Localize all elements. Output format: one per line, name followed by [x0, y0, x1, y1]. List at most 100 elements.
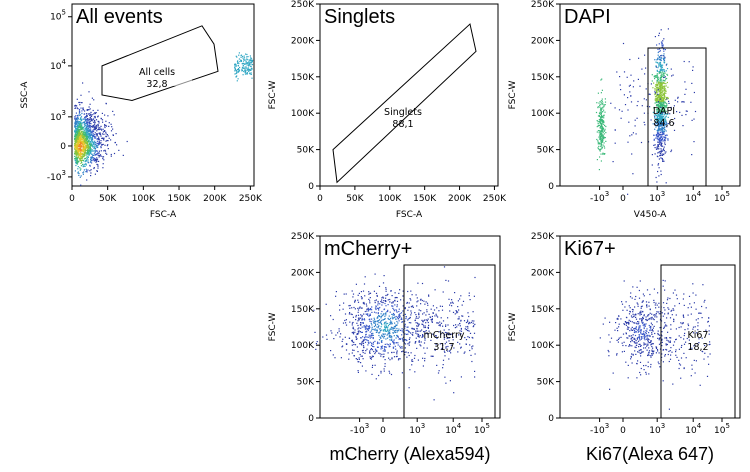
data-point — [656, 104, 658, 106]
data-point — [607, 349, 609, 352]
data-point — [460, 346, 462, 348]
data-point — [384, 330, 386, 332]
data-point — [644, 124, 646, 126]
data-point — [376, 326, 378, 328]
data-point — [656, 81, 658, 83]
data-point — [361, 344, 363, 346]
data-point — [98, 127, 100, 129]
data-point — [408, 331, 410, 333]
data-point — [385, 323, 387, 325]
data-point — [361, 297, 363, 299]
data-point — [427, 332, 429, 334]
data-point — [655, 97, 658, 99]
data-point — [77, 138, 79, 141]
data-point — [390, 317, 392, 319]
data-point — [644, 54, 646, 56]
data-point — [404, 320, 406, 322]
data-point — [664, 105, 666, 107]
data-point — [653, 350, 655, 352]
data-point — [376, 346, 379, 348]
data-point — [396, 334, 398, 337]
data-point — [81, 102, 83, 104]
data-point — [601, 138, 603, 141]
data-point — [669, 337, 671, 339]
data-point — [468, 336, 470, 339]
data-point — [673, 341, 676, 343]
data-point — [414, 371, 416, 373]
data-point — [693, 141, 695, 143]
data-point — [645, 371, 647, 373]
data-point — [388, 334, 390, 336]
data-point — [92, 126, 94, 128]
data-point — [658, 130, 660, 132]
data-point — [663, 50, 665, 52]
data-point — [81, 143, 83, 145]
data-point — [650, 355, 652, 357]
data-point — [78, 101, 80, 104]
data-point — [632, 313, 634, 315]
data-point — [242, 55, 244, 58]
data-point — [80, 138, 82, 140]
data-point — [88, 126, 90, 128]
data-point — [454, 327, 456, 329]
x-tick-label: 0 — [620, 426, 626, 436]
data-point — [649, 93, 651, 95]
data-point — [376, 295, 378, 297]
data-point — [391, 313, 393, 315]
data-point — [625, 332, 627, 334]
data-point — [397, 330, 399, 332]
data-point — [85, 146, 87, 148]
data-point — [655, 84, 658, 86]
data-point — [241, 69, 243, 72]
data-point — [396, 320, 398, 323]
data-point — [80, 151, 82, 153]
data-point — [85, 132, 87, 134]
data-point — [658, 125, 660, 127]
data-point — [661, 89, 663, 91]
data-point — [393, 308, 395, 311]
data-point — [375, 329, 377, 331]
data-point — [352, 349, 354, 351]
data-point — [369, 350, 371, 352]
data-point — [445, 324, 447, 326]
data-point — [597, 125, 600, 127]
data-point — [658, 115, 660, 117]
gate-rect — [403, 264, 496, 419]
data-point — [435, 335, 437, 337]
data-point — [629, 344, 631, 346]
data-point — [372, 320, 374, 322]
data-point — [692, 292, 694, 294]
data-point — [621, 303, 624, 305]
data-point — [76, 124, 79, 126]
data-point — [612, 161, 614, 163]
data-point — [366, 308, 368, 310]
data-point — [694, 326, 696, 328]
data-point — [661, 71, 663, 73]
data-point — [100, 128, 102, 130]
data-point — [378, 315, 380, 317]
data-point — [87, 141, 90, 143]
data-point — [98, 136, 100, 138]
data-point — [602, 137, 604, 140]
data-point — [660, 76, 663, 78]
data-point — [643, 330, 645, 332]
data-point — [656, 132, 658, 134]
data-point — [468, 330, 470, 332]
x-tick-label: 104 — [445, 422, 461, 436]
x-tick-label: 105 — [714, 190, 730, 204]
data-point — [597, 140, 599, 142]
data-point — [86, 109, 88, 111]
data-point — [658, 313, 660, 315]
data-point — [628, 323, 630, 325]
data-point — [246, 58, 248, 60]
data-point — [646, 338, 648, 340]
data-point — [415, 314, 417, 316]
data-point — [599, 148, 602, 150]
data-point — [379, 322, 381, 324]
data-point — [633, 329, 636, 332]
data-point — [87, 145, 90, 148]
data-point — [379, 328, 381, 330]
data-point — [629, 311, 631, 313]
data-point — [640, 307, 642, 309]
data-point — [88, 124, 91, 127]
